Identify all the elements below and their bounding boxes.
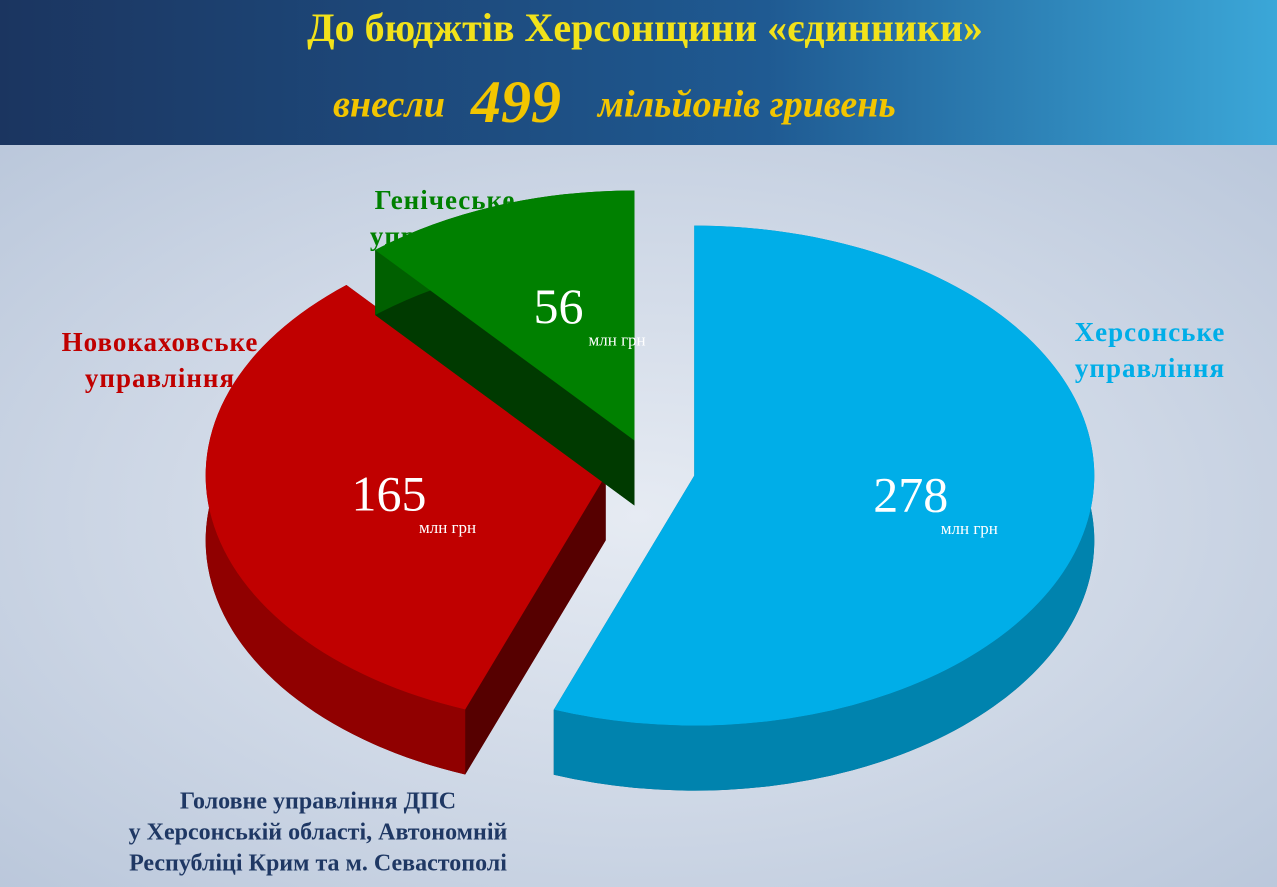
slice-side (205, 285, 466, 775)
category-label-line: Генічеське (375, 185, 516, 215)
slice (205, 285, 606, 710)
category-label-line: управління (85, 363, 235, 393)
slice-side (465, 475, 606, 775)
unit-label: млн грн (588, 330, 645, 349)
header (0, 0, 1277, 145)
category-label: Генічеське управління (370, 185, 520, 251)
value-label: 56 (533, 278, 583, 334)
slice (553, 225, 1095, 726)
category-label-line: управління (370, 221, 520, 251)
slice (375, 190, 635, 441)
category-label: Новокаховське управління (62, 327, 259, 393)
slice (375, 190, 635, 506)
subtitle-total: 499 (470, 69, 561, 135)
slice (553, 225, 1095, 791)
source: Головне управління ДПС (180, 789, 456, 815)
slice (205, 285, 606, 775)
category-label: Херсонське управління (1075, 317, 1226, 383)
unit-label: млн грн (419, 518, 476, 537)
category-label-line: управління (1075, 353, 1225, 383)
chart-title: До бюджтів Херсонщини «єдинники» (307, 5, 983, 50)
value-label: 278 (873, 467, 948, 523)
unit-label: млн грн (941, 519, 998, 538)
subtitle: внесли (333, 84, 445, 126)
slice-side (553, 225, 1095, 791)
category-label-line: Новокаховське (62, 327, 259, 357)
category-label-line: Херсонське (1075, 317, 1226, 347)
subtitle: мільйонів гривень (596, 84, 896, 126)
source: Республіці Крим та м. Севастополі (129, 851, 507, 877)
source: у Херсонській області, Автономній (129, 820, 508, 846)
pie (205, 190, 1095, 791)
value-label: 165 (351, 466, 426, 522)
slice-side (375, 250, 635, 506)
